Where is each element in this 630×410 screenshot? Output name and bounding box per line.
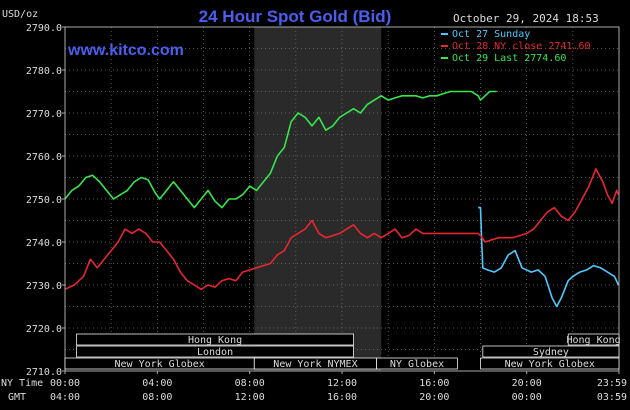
session-new-york-globex: New York Globex (480, 357, 620, 370)
series-line-2 (64, 168, 620, 291)
x-tick-label-gmt: 00:00 (512, 392, 542, 403)
session-sydney: Sydney (482, 345, 620, 358)
x-tick-label-gmt: 04:00 (50, 392, 80, 403)
x-tick-label-ny: 08:00 (235, 378, 265, 389)
y-tick-label: 2750.0 (26, 195, 62, 206)
session-new-york-nymex: New York NYMEX (253, 357, 378, 370)
y-tick-label: 2720.0 (26, 324, 62, 335)
x-tick-label-gmt: 03:59 (597, 392, 627, 403)
session-hong-kong: Hong Kong (567, 333, 621, 346)
series-line-3 (64, 90, 497, 209)
chart-title: 24 Hour Spot Gold (Bid) (199, 7, 392, 26)
x-tick-label-gmt: 20:00 (419, 392, 449, 403)
session-bar (76, 333, 354, 346)
y-tick-label: 2730.0 (26, 281, 62, 292)
session-ny-globex: NY Globex (376, 357, 458, 370)
x-axis-gmt-label: GMT (8, 392, 26, 403)
series-line-1 (478, 206, 620, 308)
series-layer (64, 90, 620, 308)
y-tick-label: 2780.0 (26, 66, 62, 77)
x-axis: NY Time GMT 00:00 04:00 04:00 08:00 08:00 12:… (1, 371, 627, 403)
session-new-york-globex: New York Globex (64, 357, 255, 370)
x-tick-label-ny: 23:59 (597, 378, 627, 389)
session-label: Sydney (533, 347, 569, 358)
session-bar (567, 333, 620, 346)
y-axis-unit-label: USD/oz (2, 9, 38, 20)
y-tick-label: 2740.0 (26, 238, 62, 249)
x-tick-label-ny: 04:00 (142, 378, 172, 389)
x-tick-label-ny: 20:00 (512, 378, 542, 389)
y-axis-ticks: 2790.0 2780.0 2770.0 2760.0 2750.0 2740.0 2730… (26, 23, 65, 378)
y-tick-label: 2790.0 (26, 23, 62, 34)
y-tick-label: 2770.0 (26, 109, 62, 120)
x-tick-label-gmt: 08:00 (142, 392, 172, 403)
legend-entry: Oct 28 NY close 2741.60 (452, 41, 590, 52)
x-axis-ny-label: NY Time (1, 378, 43, 389)
session-label: Hong Kong (567, 335, 621, 346)
legend-entry: Oct 29 Last 2774.60 (452, 53, 566, 64)
x-tick-label-gmt: 12:00 (235, 392, 265, 403)
session-bar (376, 357, 458, 370)
x-tick-label-ny: 12:00 (327, 378, 357, 389)
session-label: London (197, 347, 233, 358)
session-label: New York Globex (114, 359, 204, 370)
y-tick-label: 2710.0 (26, 367, 62, 378)
x-tick-label-ny: 16:00 (419, 378, 449, 389)
x-tick-label-gmt: 16:00 (327, 392, 357, 403)
x-tick-label-ny: 00:00 (50, 378, 80, 389)
session-london: London (76, 345, 354, 358)
session-bar (480, 357, 620, 370)
timestamp: October 29, 2024 18:53 (453, 12, 599, 25)
session-label: NY Globex (390, 359, 444, 370)
session-hong-kong: Hong Kong (76, 333, 354, 346)
y-tick-label: 2760.0 (26, 152, 62, 163)
session-bar (76, 345, 354, 358)
watermark: www.kitco.com (67, 42, 184, 59)
legend-entry: Oct 27 Sunday (452, 29, 530, 40)
session-bar (482, 345, 620, 358)
session-label: New York Globex (505, 359, 595, 370)
session-label: Hong Kong (188, 335, 242, 346)
session-label: New York NYMEX (273, 359, 357, 370)
